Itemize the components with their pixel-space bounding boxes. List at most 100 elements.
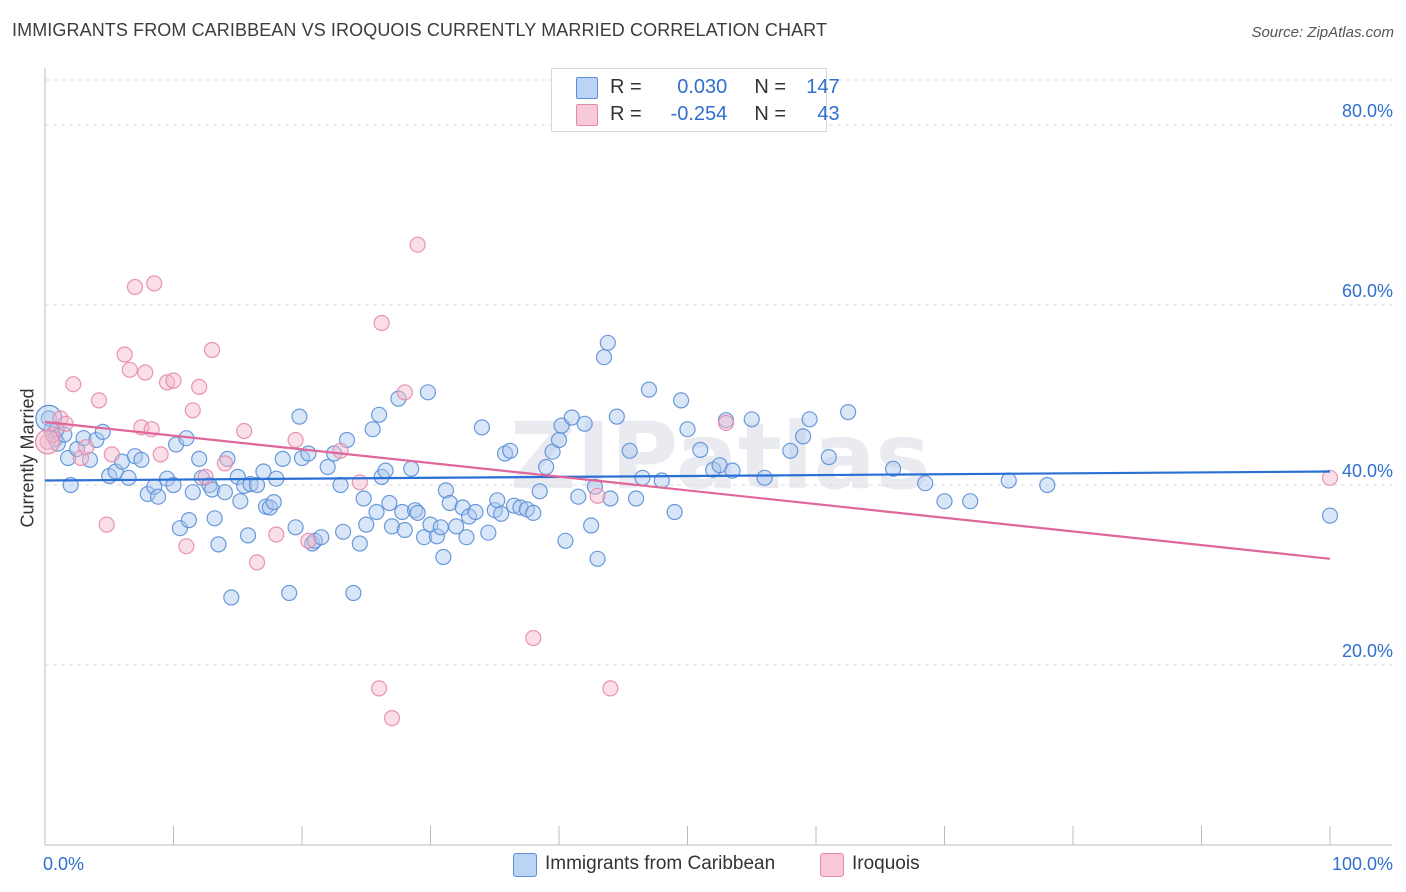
- chart-title: IMMIGRANTS FROM CARIBBEAN VS IROQUOIS CU…: [12, 20, 828, 40]
- caribbean-point: [381, 494, 398, 512]
- caribbean-point: [313, 529, 330, 546]
- caribbean-point: [203, 481, 221, 498]
- caribbean-point: [291, 408, 308, 425]
- caribbean-point: [1321, 507, 1339, 524]
- caribbean-point: [428, 528, 446, 545]
- caribbean-point: [608, 408, 625, 425]
- caribbean-point: [489, 492, 506, 509]
- caribbean-point: [589, 550, 606, 567]
- caribbean-point: [724, 462, 741, 479]
- caribbean-point: [1039, 476, 1056, 494]
- caribbean-point: [448, 518, 465, 535]
- caribbean-point-large: [35, 404, 63, 432]
- caribbean-point: [550, 431, 568, 449]
- caribbean-legend-swatch: [513, 853, 537, 877]
- caribbean-point: [627, 490, 645, 507]
- tick-labels: 20.0% 40.0% 60.0% 80.0% 0.0% 100.0%: [43, 101, 1393, 874]
- caribbean-point: [756, 469, 773, 486]
- iroquois-point: [116, 346, 133, 363]
- series-iroquois-points: [34, 236, 1339, 727]
- iroquois-point: [268, 526, 285, 543]
- stats-legend: R = 0.030 N = 147 R = -0.254 N = 43: [551, 68, 840, 132]
- legend-label-caribbean: Immigrants from Caribbean: [545, 853, 776, 874]
- n-value: 43: [817, 103, 840, 125]
- caribbean-point: [672, 392, 690, 409]
- caribbean-point: [666, 503, 683, 521]
- caribbean-point: [820, 449, 837, 466]
- iroquois-point: [65, 376, 82, 393]
- caribbean-point: [206, 510, 223, 527]
- caribbean-point: [383, 518, 401, 535]
- iroquois-swatch: [576, 104, 598, 126]
- iroquois-legend-swatch: [820, 853, 844, 877]
- iroquois-point: [371, 680, 388, 697]
- caribbean-point: [219, 450, 236, 467]
- caribbean-point: [795, 428, 812, 445]
- iroquois-point: [373, 314, 390, 332]
- caribbean-point: [149, 488, 167, 505]
- iroquois-point: [1321, 469, 1339, 486]
- iroquois-point: [44, 426, 61, 443]
- caribbean-point: [936, 493, 953, 510]
- iroquois-point: [126, 278, 144, 296]
- iroquois-point: [525, 629, 542, 647]
- caribbean-point: [287, 519, 304, 536]
- iroquois-point: [717, 414, 735, 431]
- iroquois-point: [602, 680, 619, 697]
- caribbean-point: [525, 504, 542, 522]
- iroquois-point: [98, 516, 115, 533]
- caribbean-point: [583, 517, 600, 534]
- grid: [45, 79, 1392, 666]
- iroquois-point: [146, 275, 163, 292]
- iroquois-point: [351, 474, 368, 491]
- iroquois-point: [383, 709, 401, 727]
- n-value: 147: [806, 76, 840, 98]
- r-label: R =: [610, 76, 642, 98]
- caribbean-point: [345, 584, 362, 602]
- caribbean-point: [458, 529, 475, 546]
- caribbean-point: [396, 521, 413, 539]
- caribbean-point: [229, 468, 246, 485]
- caribbean-point: [563, 409, 580, 426]
- caribbean-point: [576, 415, 593, 432]
- caribbean-point: [692, 441, 709, 458]
- caribbean-point: [962, 493, 979, 510]
- caribbean-point: [406, 502, 424, 519]
- caribbean-point: [801, 411, 818, 428]
- iroquois-point: [184, 402, 201, 419]
- caribbean-point: [120, 469, 137, 486]
- caribbean-point: [191, 450, 208, 467]
- axes: [44, 68, 1392, 846]
- y-tick-label: 60.0%: [1342, 281, 1393, 301]
- caribbean-point: [437, 482, 455, 499]
- caribbean-point: [840, 404, 857, 421]
- trend-lines: [44, 420, 1331, 560]
- caribbean-point: [133, 451, 150, 468]
- series-caribbean-points: [35, 334, 1339, 606]
- iroquois-point: [191, 378, 208, 395]
- caribbean-point: [274, 450, 291, 467]
- caribbean-point: [171, 520, 189, 537]
- r-value: 0.030: [677, 76, 728, 98]
- caribbean-point: [480, 524, 497, 541]
- caribbean-point: [75, 430, 92, 447]
- iroquois-point: [121, 361, 138, 378]
- caribbean-point: [371, 406, 388, 423]
- watermark: ZIPatlas: [510, 403, 930, 510]
- iroquois-point: [178, 538, 195, 555]
- iroquois-point: [287, 431, 304, 449]
- caribbean-point: [210, 536, 227, 553]
- caribbean-point: [242, 476, 259, 493]
- caribbean-point: [351, 535, 368, 552]
- iroquois-point: [203, 341, 221, 359]
- iroquois-point: [236, 422, 253, 440]
- caribbean-point: [473, 419, 490, 436]
- iroquois-point: [103, 446, 120, 463]
- caribbean-point: [419, 384, 437, 401]
- caribbean-point: [415, 529, 433, 546]
- caribbean-point: [390, 390, 407, 407]
- caribbean-point: [586, 478, 604, 495]
- caribbean-point: [531, 483, 548, 500]
- caribbean-point: [435, 548, 452, 566]
- caribbean-point: [355, 490, 372, 507]
